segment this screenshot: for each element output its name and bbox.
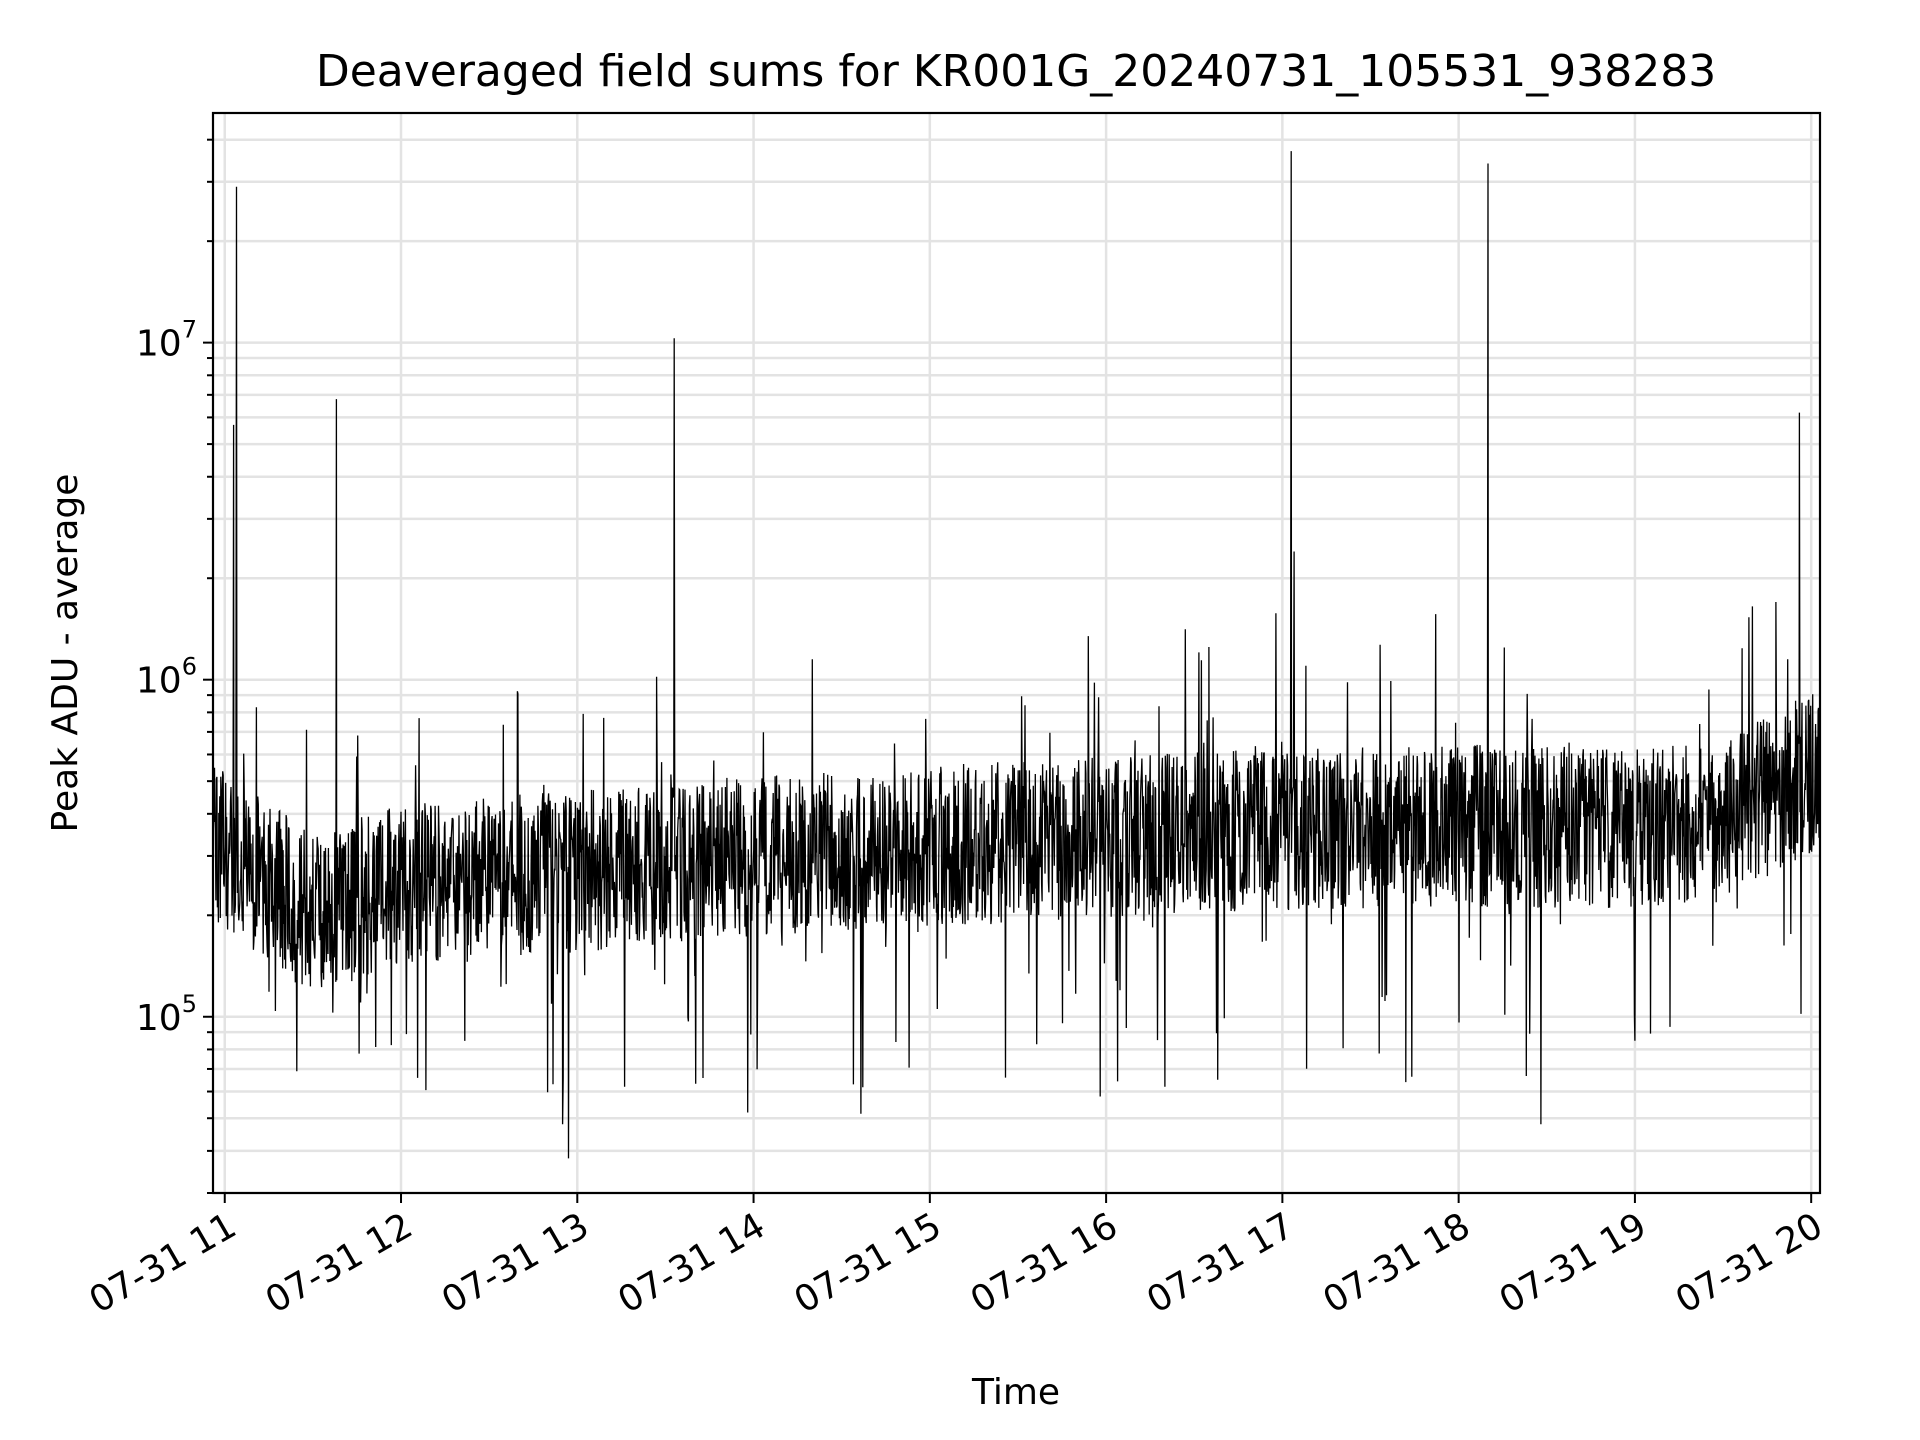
- y-tick-label: 107: [136, 316, 197, 365]
- y-tick-label: 105: [136, 990, 197, 1039]
- y-axis-label: Peak ADU - average: [45, 474, 86, 833]
- chart-title: Deaveraged field sums for KR001G_2024073…: [316, 46, 1716, 97]
- y-tick-exponent: 7: [182, 316, 197, 344]
- y-tick-base: 10: [136, 998, 182, 1039]
- y-tick-label: 106: [136, 653, 197, 702]
- series-line: [212, 151, 1821, 1159]
- y-tick-exponent: 6: [182, 653, 197, 681]
- plot-frame: [211, 111, 1822, 1195]
- y-tick-exponent: 5: [182, 990, 197, 1018]
- data-series: [212, 151, 1821, 1159]
- x-axis-label: Time: [971, 1372, 1060, 1413]
- y-tick-base: 10: [136, 661, 182, 702]
- y-tick-base: 10: [136, 324, 182, 365]
